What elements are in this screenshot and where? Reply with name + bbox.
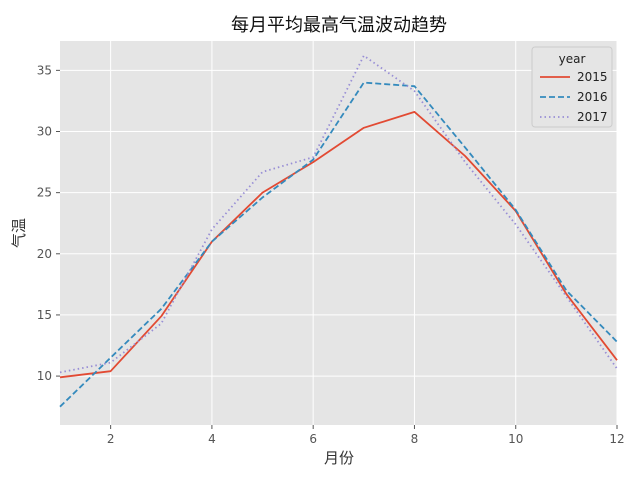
y-tick-label: 15 (37, 308, 52, 322)
legend-label-2016: 2016 (577, 90, 608, 104)
y-tick-label: 35 (37, 63, 52, 77)
y-axis-ticks: 10 15 20 25 30 35 (37, 63, 60, 383)
series-line-2017 (59, 54, 618, 374)
legend-label-2015: 2015 (577, 70, 608, 84)
series-layer (59, 54, 618, 408)
y-tick-label: 30 (37, 124, 52, 138)
legend-label-2017: 2017 (577, 110, 608, 124)
x-tick-label: 4 (208, 432, 216, 446)
gridlines (60, 41, 618, 425)
x-tick-label: 12 (609, 432, 624, 446)
y-tick-label: 10 (37, 369, 52, 383)
x-tick-label: 8 (411, 432, 419, 446)
x-tick-label: 10 (508, 432, 523, 446)
y-axis-title: 气温 (10, 218, 28, 248)
x-tick-label: 6 (309, 432, 317, 446)
chart-title: 每月平均最高气温波动趋势 (231, 15, 447, 36)
x-tick-label: 2 (107, 432, 115, 446)
y-tick-label: 20 (37, 247, 52, 261)
x-axis-ticks: 2 4 6 8 10 12 (107, 425, 625, 446)
series-line-2016 (59, 81, 618, 408)
legend-items: 2015 2016 2017 (540, 70, 608, 124)
y-tick-label: 25 (37, 186, 52, 200)
legend: year 2015 2016 2017 (531, 46, 613, 128)
legend-title: year (559, 52, 586, 66)
x-axis-title: 月份 (324, 449, 354, 467)
legend-box (531, 46, 613, 128)
